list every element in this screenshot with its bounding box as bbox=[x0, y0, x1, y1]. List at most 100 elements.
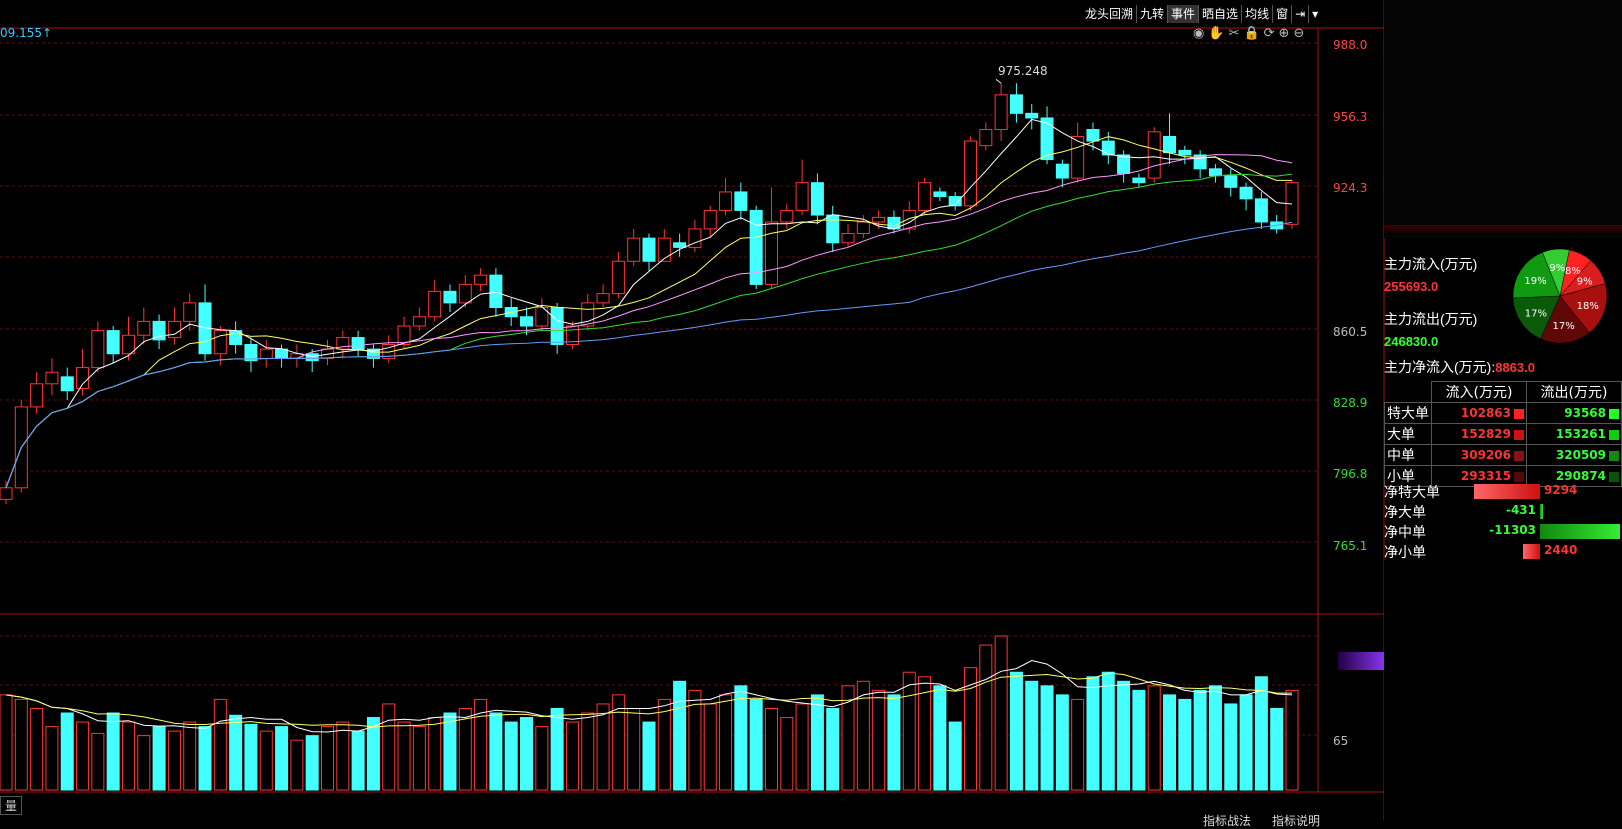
candle-body bbox=[596, 293, 610, 304]
candle-body bbox=[734, 191, 748, 211]
volume-bar bbox=[596, 703, 610, 791]
pie-slice bbox=[1542, 248, 1570, 297]
pie-slice-label: 8% bbox=[1565, 266, 1581, 277]
candle-body bbox=[183, 302, 197, 322]
toolbar-item-watchlist[interactable]: 晒自选 bbox=[1198, 5, 1241, 23]
candle-body bbox=[60, 376, 74, 392]
candle-body bbox=[1117, 154, 1131, 174]
candle-body bbox=[121, 334, 135, 355]
net-flow-value: -11303 bbox=[1489, 523, 1536, 537]
volume-bar bbox=[1254, 676, 1268, 791]
outflow-label: 主力流出(万元) bbox=[1384, 311, 1478, 327]
candle-body bbox=[1224, 175, 1238, 188]
flow-header-in: 流入(万元) bbox=[1431, 381, 1528, 403]
volume-bar bbox=[91, 732, 105, 791]
right-panel-top bbox=[1384, 0, 1622, 238]
eye-icon[interactable]: ◉ bbox=[1193, 26, 1209, 41]
toolbar-item-jiuzhuan[interactable]: 九转 bbox=[1136, 5, 1167, 23]
refresh-icon[interactable]: ⟳ bbox=[1263, 26, 1279, 41]
volume-bar bbox=[30, 707, 44, 791]
volume-bar bbox=[76, 721, 90, 791]
pie-slice bbox=[1559, 283, 1608, 334]
candle-body bbox=[520, 316, 534, 327]
volume-bar bbox=[795, 703, 809, 791]
net-inflow-value: 8863.0 bbox=[1495, 360, 1535, 375]
volume-bar bbox=[305, 735, 319, 791]
volume-bar bbox=[137, 735, 151, 791]
right-panel-bottom bbox=[1384, 560, 1622, 820]
volume-bar bbox=[1239, 694, 1253, 791]
volume-bar bbox=[1270, 707, 1284, 791]
volume-bar bbox=[198, 726, 212, 791]
expand-icon[interactable]: ⇥ bbox=[1291, 5, 1308, 23]
toolbar-item-window[interactable]: 窗 bbox=[1272, 5, 1291, 23]
toolbar-item-longtou[interactable]: 龙头回溯 bbox=[1085, 7, 1134, 21]
volume-bar bbox=[106, 712, 120, 791]
volume-bar bbox=[1117, 680, 1131, 791]
scissors-icon[interactable]: ✂ bbox=[1228, 26, 1244, 41]
candle-body bbox=[1071, 135, 1085, 179]
candle-body bbox=[1254, 198, 1268, 223]
volume-bar bbox=[764, 707, 778, 791]
volume-bar bbox=[872, 689, 886, 791]
volume-bar bbox=[1147, 685, 1161, 791]
volume-bar bbox=[657, 698, 671, 791]
candle-body bbox=[749, 209, 763, 285]
pie-slice-label: 17% bbox=[1552, 321, 1574, 332]
zoom-out-icon[interactable]: ⊖ bbox=[1293, 26, 1309, 41]
bottom-tab-strategy[interactable]: 指标战法 bbox=[1203, 814, 1252, 828]
chart-tools: ◉✋✂🔒⟳⊕⊖ bbox=[1193, 26, 1308, 41]
volume-bar bbox=[627, 707, 641, 791]
lock-icon[interactable]: 🔒 bbox=[1243, 26, 1264, 41]
flow-in-value: 293315 bbox=[1460, 469, 1512, 483]
flow-in-value: 152829 bbox=[1460, 427, 1512, 441]
volume-tab[interactable]: 量 bbox=[0, 796, 23, 815]
top-left-value: 09.155↑ bbox=[0, 26, 53, 40]
volume-bar bbox=[841, 685, 855, 791]
candle-body bbox=[1040, 117, 1054, 161]
net-flow-value: 9294 bbox=[1544, 483, 1578, 497]
volume-bar bbox=[1086, 676, 1100, 791]
candle-body bbox=[0, 487, 13, 500]
zoom-in-icon[interactable]: ⊕ bbox=[1278, 26, 1294, 41]
outflow-value: 246830.0 bbox=[1384, 334, 1439, 349]
pie-slice-label: 18% bbox=[1577, 301, 1599, 312]
candle-body bbox=[826, 214, 840, 244]
volume-bar bbox=[152, 726, 166, 791]
toolbar-item-events[interactable]: 事件 bbox=[1167, 5, 1199, 23]
candle-body bbox=[259, 348, 273, 359]
volume-bar bbox=[1163, 694, 1177, 791]
volume-bar bbox=[489, 712, 503, 791]
pie-slice-label: 19% bbox=[1524, 276, 1546, 287]
volume-bar bbox=[1178, 698, 1192, 791]
volume-bar bbox=[642, 721, 656, 791]
dropdown-icon[interactable]: ▾ bbox=[1308, 5, 1321, 23]
volume-bar bbox=[167, 730, 181, 791]
volume-bar bbox=[351, 730, 365, 791]
candle-body bbox=[275, 348, 289, 359]
toolbar-item-ma[interactable]: 均线 bbox=[1241, 5, 1272, 23]
volume-bar bbox=[474, 698, 488, 791]
net-flow-value: -431 bbox=[1505, 503, 1536, 517]
volume-bar bbox=[749, 698, 763, 791]
candle-body bbox=[1086, 129, 1100, 142]
moving-average-line bbox=[5, 118, 1293, 488]
candle-body bbox=[918, 182, 932, 211]
flow-row-name: 中单 bbox=[1383, 444, 1433, 466]
candle-body bbox=[1178, 149, 1192, 156]
bottom-tab-help[interactable]: 指标说明 bbox=[1272, 814, 1321, 828]
candle-body bbox=[137, 320, 151, 336]
volume-bar bbox=[734, 685, 748, 791]
hand-icon[interactable]: ✋ bbox=[1208, 26, 1229, 41]
pie-slice-label: 9% bbox=[1549, 263, 1565, 274]
pie-slice-label: 9% bbox=[1577, 276, 1593, 287]
candle-body bbox=[474, 274, 488, 285]
candle-body bbox=[1239, 186, 1253, 200]
candle-body bbox=[45, 371, 59, 385]
candle-body bbox=[703, 209, 717, 230]
moving-average-line bbox=[5, 136, 1292, 488]
flow-out-value: 290874 bbox=[1555, 469, 1606, 483]
volume-bar bbox=[183, 721, 197, 791]
candle-body bbox=[964, 140, 977, 207]
